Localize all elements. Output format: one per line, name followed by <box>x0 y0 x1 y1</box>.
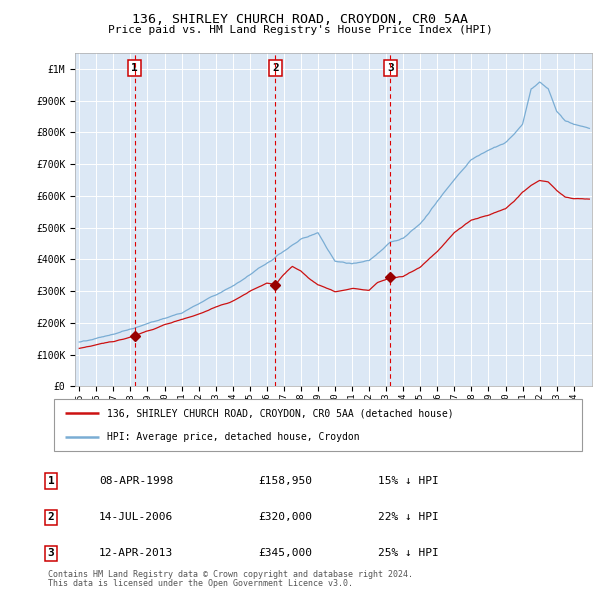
Text: Price paid vs. HM Land Registry's House Price Index (HPI): Price paid vs. HM Land Registry's House … <box>107 25 493 35</box>
Text: £320,000: £320,000 <box>258 513 312 522</box>
Text: 2: 2 <box>47 513 55 522</box>
Text: 12-APR-2013: 12-APR-2013 <box>99 549 173 558</box>
Text: 1: 1 <box>47 476 55 486</box>
Text: £345,000: £345,000 <box>258 549 312 558</box>
Text: 3: 3 <box>387 63 394 73</box>
Text: Contains HM Land Registry data © Crown copyright and database right 2024.: Contains HM Land Registry data © Crown c… <box>48 571 413 579</box>
FancyBboxPatch shape <box>54 399 582 451</box>
Text: 1: 1 <box>131 63 138 73</box>
Text: £158,950: £158,950 <box>258 476 312 486</box>
Text: 22% ↓ HPI: 22% ↓ HPI <box>378 513 439 522</box>
Text: 15% ↓ HPI: 15% ↓ HPI <box>378 476 439 486</box>
Text: HPI: Average price, detached house, Croydon: HPI: Average price, detached house, Croy… <box>107 432 359 442</box>
Text: 136, SHIRLEY CHURCH ROAD, CROYDON, CR0 5AA (detached house): 136, SHIRLEY CHURCH ROAD, CROYDON, CR0 5… <box>107 408 454 418</box>
Text: 136, SHIRLEY CHURCH ROAD, CROYDON, CR0 5AA: 136, SHIRLEY CHURCH ROAD, CROYDON, CR0 5… <box>132 13 468 26</box>
Text: 08-APR-1998: 08-APR-1998 <box>99 476 173 486</box>
Text: 2: 2 <box>272 63 279 73</box>
Text: 3: 3 <box>47 549 55 558</box>
Text: 25% ↓ HPI: 25% ↓ HPI <box>378 549 439 558</box>
Text: 14-JUL-2006: 14-JUL-2006 <box>99 513 173 522</box>
Text: This data is licensed under the Open Government Licence v3.0.: This data is licensed under the Open Gov… <box>48 579 353 588</box>
